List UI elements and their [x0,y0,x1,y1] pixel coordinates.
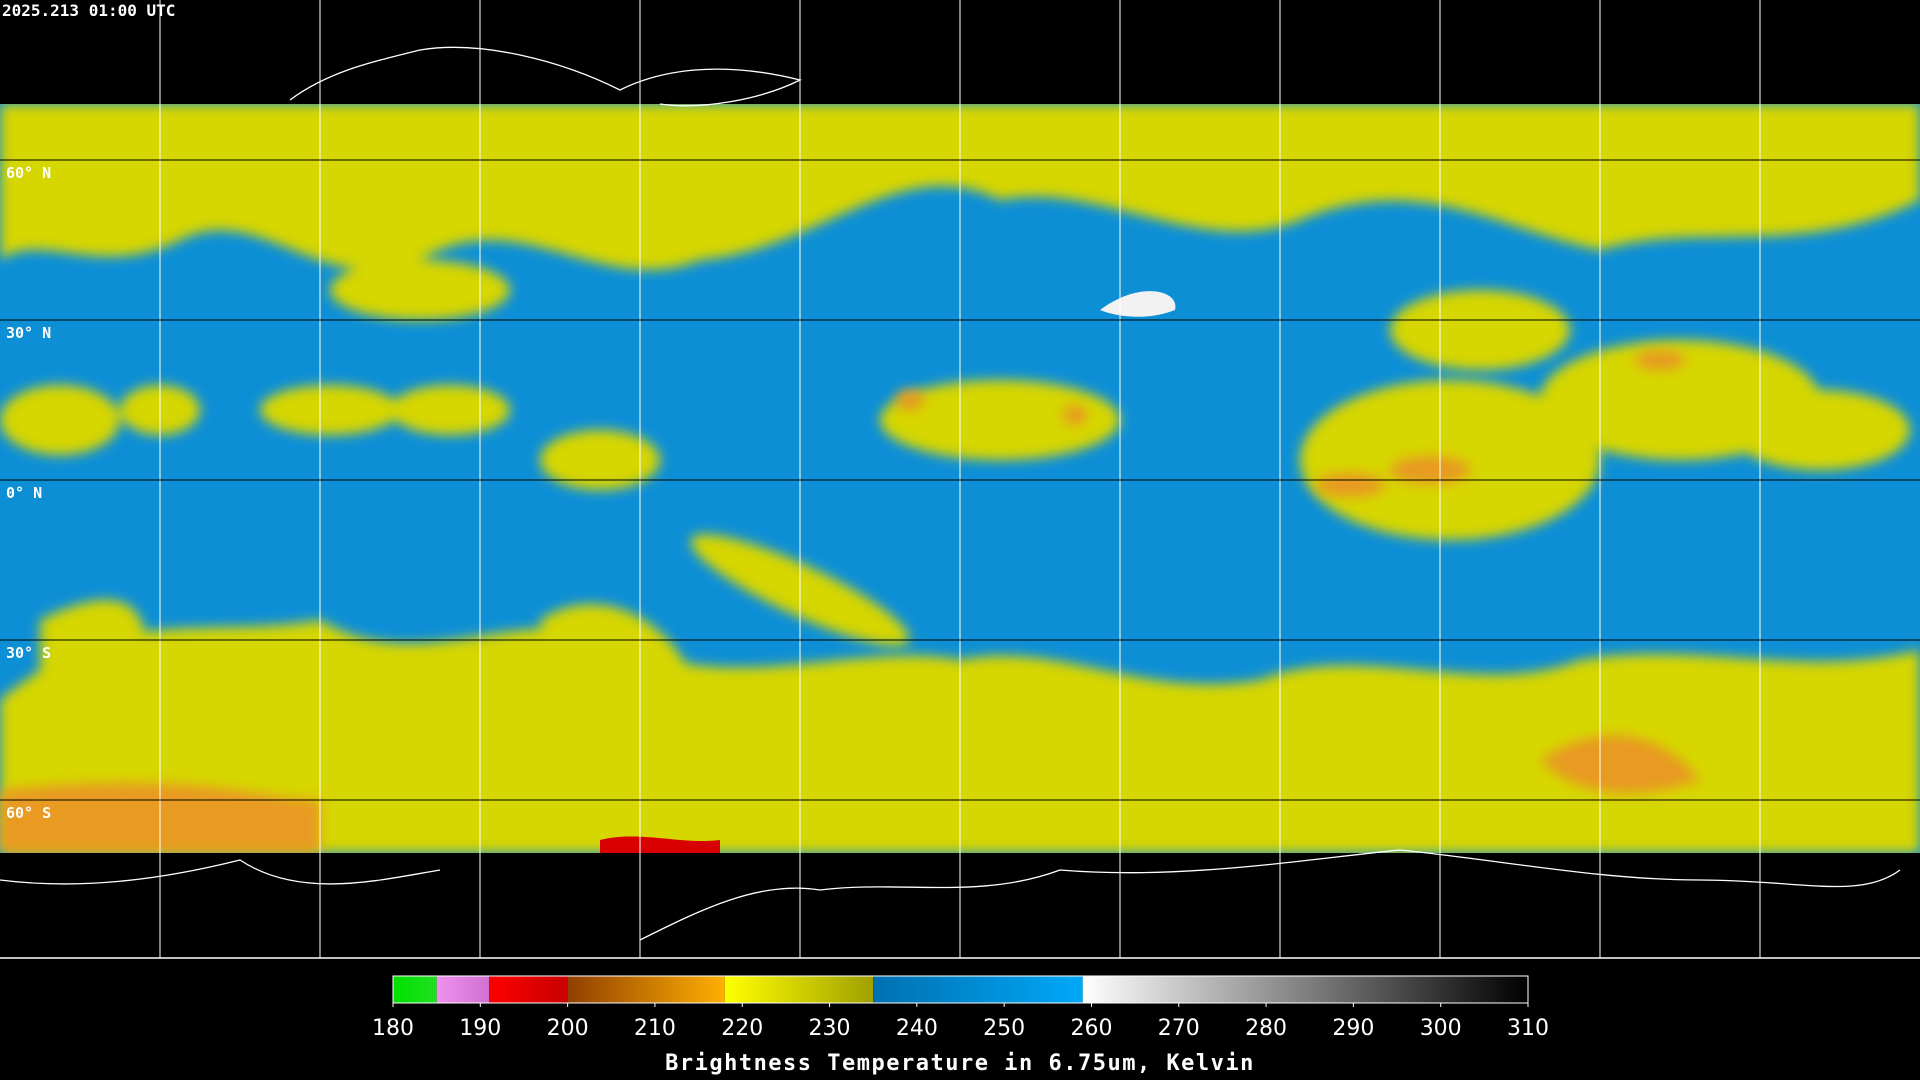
colorbar-segment [724,976,874,1003]
colorbar-segment [567,976,725,1003]
colorbar-tick-label: 250 [983,1016,1025,1041]
graticule [0,0,1920,959]
colorbar-tick-label: 270 [1158,1016,1200,1041]
lat-label: 0° N [6,484,42,502]
timestamp: 2025.213 01:00 UTC [2,1,175,20]
colorbar-label: Brightness Temperature in 6.75um, Kelvin [665,1051,1255,1076]
colorbar-tick-label: 260 [1070,1016,1112,1041]
colorbar-tick-label: 290 [1332,1016,1374,1041]
colorbar-segment [873,976,1083,1003]
lat-label: 30° S [6,644,51,662]
lat-label: 60° S [6,804,51,822]
colorbar: 180 190 200 210 220 230 240 250 260 270 280 290 300 3… [372,975,1549,1041]
colorbar-segment [489,976,568,1003]
colorbar-tick-label: 240 [896,1016,938,1041]
colorbar-tick-label: 200 [547,1016,589,1041]
colorbar-tick-label: 190 [459,1016,501,1041]
colorbar-frame [392,975,1529,1004]
colorbar-segment [436,976,490,1003]
cold-cloud-areas [0,350,1700,853]
colorbar-tick-label: 210 [634,1016,676,1041]
lat-label: 60° N [6,164,51,182]
colorbar-tick-label: 180 [372,1016,414,1041]
colorbar-tick-label: 220 [721,1016,763,1041]
colorbar-tick-label: 300 [1420,1016,1462,1041]
colorbar-tick-label: 230 [809,1016,851,1041]
colorbar-segment [1082,976,1528,1003]
colorbar-tick-label: 310 [1507,1016,1549,1041]
colorbar-tick-label: 280 [1245,1016,1287,1041]
coastlines-outside-image [0,46,1901,941]
warm-dry-area [1100,291,1176,317]
very-cold-area [600,836,720,853]
latitude-labels: 60° N 30° N 0° N 30° S 60° S [6,164,51,822]
colorbar-segment [393,976,437,1003]
lat-label: 30° N [6,324,51,342]
